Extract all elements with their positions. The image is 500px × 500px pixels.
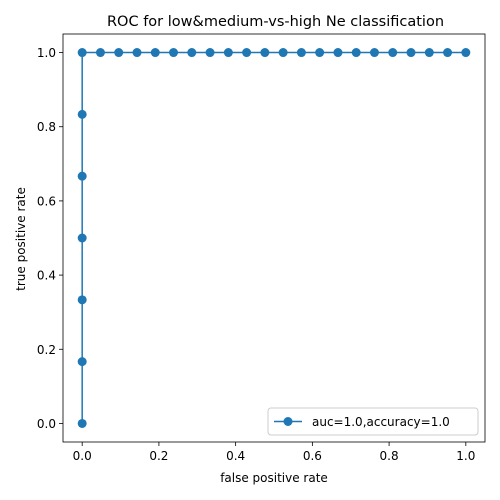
roc-point — [388, 48, 398, 58]
chart-title: ROC for low&medium-vs-high Ne classifica… — [107, 14, 444, 30]
legend: auc=1.0,accuracy=1.0 — [267, 407, 479, 436]
roc-point — [114, 48, 124, 58]
y-tick-label: 1.0 — [37, 46, 56, 60]
roc-point — [77, 418, 87, 428]
roc-curve-line — [81, 51, 466, 424]
x-tick-label: 0.6 — [303, 449, 322, 463]
roc-point — [315, 48, 325, 58]
legend-label: auc=1.0,accuracy=1.0 — [312, 415, 450, 429]
roc-point — [296, 48, 306, 58]
roc-point — [260, 48, 270, 58]
x-tick-label: 0.8 — [380, 449, 399, 463]
roc-point — [424, 48, 434, 58]
roc-point — [406, 48, 416, 58]
roc-point — [461, 48, 471, 58]
roc-point — [77, 171, 87, 181]
roc-point — [443, 48, 453, 58]
roc-point — [77, 295, 87, 305]
legend-marker-swatch — [283, 417, 293, 426]
roc-point — [187, 48, 197, 58]
roc-point — [77, 357, 87, 367]
x-tick-label: 0.2 — [149, 449, 168, 463]
y-tick-label: 0.6 — [37, 194, 56, 208]
roc-point — [242, 48, 252, 58]
x-axis-ticks: 0.0 0.2 0.4 0.6 0.8 1.0 — [73, 442, 475, 463]
roc-point — [205, 48, 215, 58]
plot-area: 0.0 0.2 0.4 0.6 0.8 1.0 0.0 0.2 0.4 0.6 0.8 1.0 — [37, 33, 486, 463]
x-tick-label: 0.0 — [73, 449, 92, 463]
roc-point — [150, 48, 160, 58]
plot-frame — [62, 33, 486, 443]
roc-point — [132, 48, 142, 58]
roc-point — [369, 48, 379, 58]
roc-point — [77, 109, 87, 119]
y-tick-label: 0.0 — [37, 417, 56, 431]
legend-box — [267, 407, 479, 436]
x-axis-title: false positive rate — [220, 471, 328, 485]
roc-point — [95, 48, 105, 58]
roc-point — [351, 48, 361, 58]
roc-point — [77, 48, 87, 58]
roc-point — [278, 48, 288, 58]
roc-point — [169, 48, 179, 58]
y-tick-label: 0.8 — [37, 120, 56, 134]
y-tick-label: 0.2 — [37, 343, 56, 357]
x-tick-label: 1.0 — [456, 449, 475, 463]
y-axis-ticks: 0.0 0.2 0.4 0.6 0.8 1.0 — [37, 46, 63, 431]
roc-point — [333, 48, 343, 58]
y-tick-label: 0.4 — [37, 269, 56, 283]
y-axis-title: true positive rate — [14, 187, 28, 291]
series-layer — [77, 48, 471, 428]
roc-point — [223, 48, 233, 58]
x-tick-label: 0.4 — [226, 449, 245, 463]
roc-point — [77, 233, 87, 243]
